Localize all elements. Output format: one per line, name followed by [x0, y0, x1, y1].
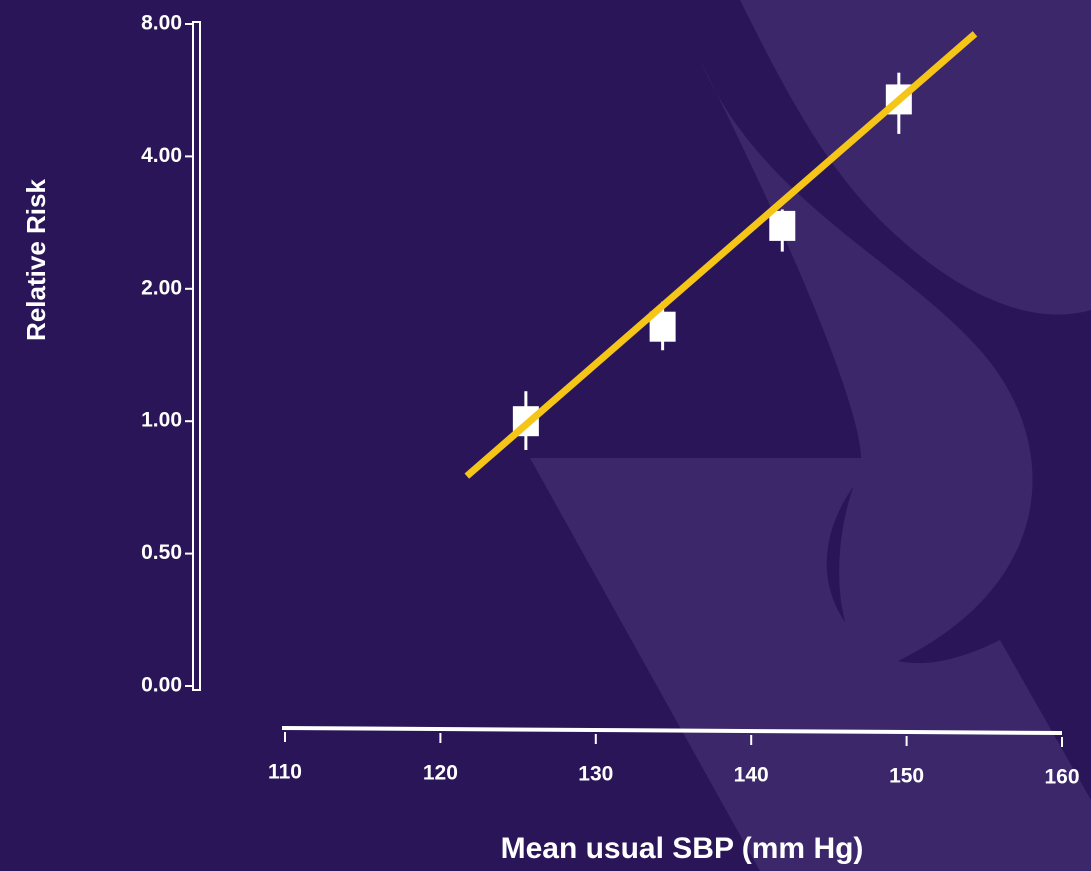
- y-tick-label: 8.00: [141, 12, 182, 35]
- x-tick-label: 130: [578, 763, 613, 786]
- x-tick-label: 160: [1044, 766, 1079, 789]
- y-tick-label: 0.00: [141, 674, 182, 697]
- fit-line: [464, 31, 978, 479]
- x-tick-label: 140: [734, 764, 769, 787]
- y-tick-label: 2.00: [141, 276, 182, 299]
- y-tick-label: 0.50: [141, 541, 182, 564]
- x-tick-label: 150: [889, 765, 924, 788]
- y-axis: [192, 21, 201, 691]
- point: [769, 210, 796, 241]
- x-axis: [281, 726, 1063, 735]
- y-tick-label: 1.00: [141, 409, 182, 432]
- x-tick-label: 120: [423, 762, 458, 785]
- x-axis-title: Mean usual SBP (mm Hg): [501, 832, 864, 865]
- y-tick-label: 4.00: [141, 144, 182, 167]
- x-tick-label: 110: [268, 761, 302, 784]
- y-axis-title: Relative Risk: [21, 179, 51, 341]
